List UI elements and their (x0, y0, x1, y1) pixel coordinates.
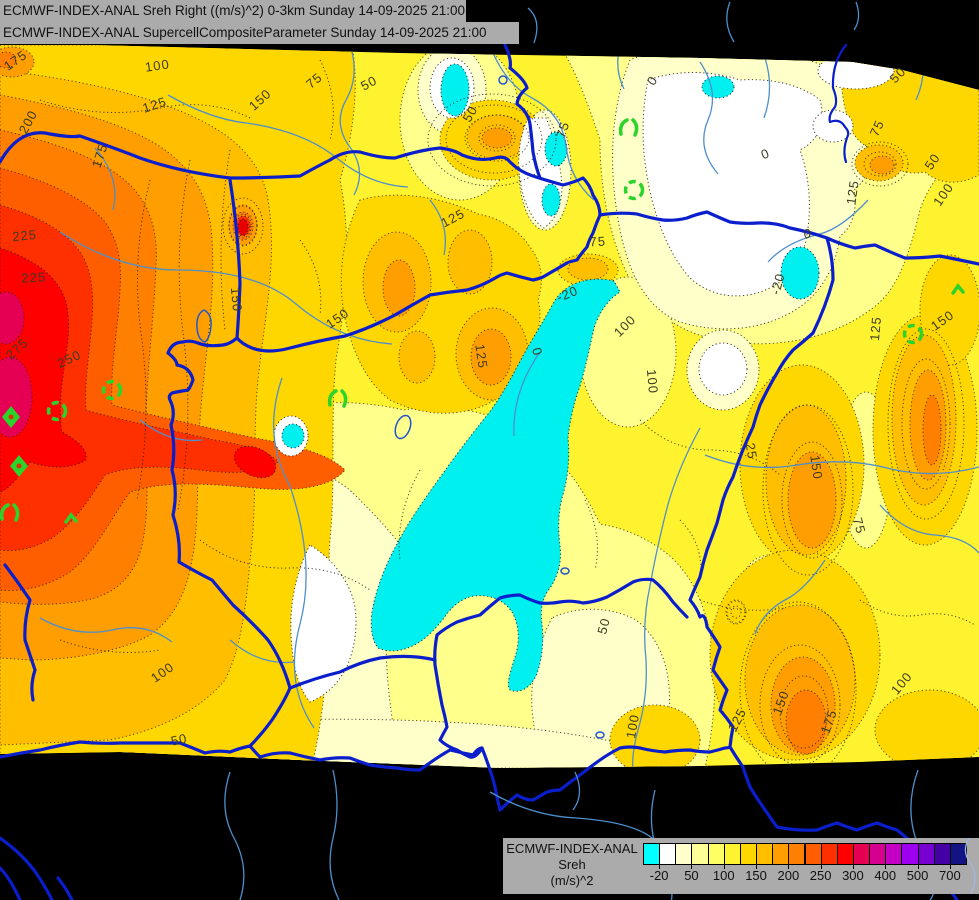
legend-tick (788, 865, 790, 869)
legend-swatch (804, 843, 822, 865)
supercell-marker-arc (618, 118, 639, 137)
contour-label: 125 (867, 316, 884, 342)
contour-label: 125 (843, 179, 861, 206)
contour-label: 50 (459, 103, 480, 125)
contour-label: 75 (553, 119, 572, 139)
supercell-marker-arc (0, 503, 20, 522)
legend-swatch (707, 843, 725, 865)
contour-label: 100 (144, 56, 171, 74)
supercell-marker-tick (951, 283, 965, 295)
legend-swatch (756, 843, 774, 865)
legend-swatch (836, 843, 854, 865)
legend-swatch (675, 843, 693, 865)
legend-swatch (885, 843, 903, 865)
legend-swatch (643, 843, 661, 865)
supercell-marker-ring (101, 379, 123, 401)
supercell-markers (0, 118, 965, 524)
legend-swatch (723, 843, 741, 865)
contour-label: 100 (644, 369, 661, 395)
legend-tick-label: 300 (842, 868, 864, 883)
contour-label: 150 (228, 287, 245, 313)
legend-tick-label: 500 (906, 868, 929, 883)
country-borders (0, 43, 979, 900)
color-legend: ECMWF-INDEX-ANAL Sreh (m/s)^2 -20 50 100 15… (503, 838, 979, 894)
legend-swatch (917, 843, 935, 865)
field-layer (0, 45, 979, 768)
legend-tick-label: 700 (938, 868, 961, 883)
contour-label: 100 (623, 713, 642, 740)
legend-tick (917, 865, 919, 869)
legend-tick (852, 865, 854, 869)
contour-label: 125 (141, 94, 169, 116)
legend-color-scale: -20 50 100 150 200 250 300 400 500 700 (503, 838, 979, 894)
contour-label: -20 (768, 271, 788, 296)
legend-swatch (852, 843, 871, 865)
contour-label: 25 (743, 442, 761, 461)
legend-units: (m/s)^2 (550, 873, 594, 888)
supercell-marker-arc (327, 389, 348, 408)
contour-label: 75 (850, 516, 869, 536)
legend-tick-label: 50 (684, 868, 699, 883)
legend-tick (885, 865, 887, 869)
legend-tick-label: 200 (777, 868, 800, 883)
legend-swatch (869, 843, 887, 865)
legend-tick (723, 865, 725, 869)
contour-label: 0 (803, 226, 812, 241)
contour-label: 175 (89, 142, 111, 170)
supercell-marker-ring (902, 323, 924, 345)
title-bar-supercell: ECMWF-INDEX-ANAL SupercellCompositeParam… (0, 22, 519, 44)
contour-lines (39, 59, 976, 768)
supercell-marker-ring (46, 400, 68, 422)
contour-label: 0 (529, 346, 546, 358)
legend-tick-label: 100 (712, 868, 735, 883)
legend-tick-label: 150 (745, 868, 767, 883)
supercell-marker-tick (64, 512, 78, 524)
supercell-marker-blob (10, 455, 28, 477)
legend-swatch (739, 843, 758, 865)
contour-label: 50 (358, 73, 380, 94)
contour-label: 125 (472, 343, 490, 370)
contour-label: 75 (867, 117, 888, 138)
contour-label: 225 (12, 227, 38, 244)
legend-tick (949, 865, 951, 869)
legend-tick (659, 865, 661, 869)
legend-swatch (691, 843, 709, 865)
legend-swatch (788, 843, 806, 865)
contour-label: 50 (594, 616, 613, 636)
legend-swatch (772, 843, 790, 865)
legend-parameter-name: Sreh (558, 857, 586, 872)
legend-swatch (659, 843, 677, 865)
legend-tick-label: -20 (649, 868, 669, 883)
legend-tick-label: 250 (809, 868, 832, 883)
contour-label: 225 (21, 269, 46, 285)
legend-tick (756, 865, 758, 869)
contour-label: 75 (589, 234, 606, 250)
legend-swatch (820, 843, 838, 865)
supercell-marker-ring (623, 179, 645, 201)
legend-tick (691, 865, 693, 869)
legend-model-name: ECMWF-INDEX-ANAL (506, 841, 638, 856)
river-lines (39, 45, 979, 768)
legend-tick-label: 400 (874, 868, 897, 883)
supercell-marker-blob (2, 406, 20, 428)
legend-swatch (901, 843, 919, 865)
contour-label: 50 (169, 731, 188, 749)
contour-label: 150 (807, 454, 825, 481)
legend-tick (820, 865, 822, 869)
lake-outlines (196, 75, 605, 739)
legend-text-block: ECMWF-INDEX-ANAL Sreh (m/s)^2 (503, 841, 641, 889)
title-bar-sreh: ECMWF-INDEX-ANAL Sreh Right ((m/s)^2) 0-… (0, 0, 466, 22)
river-over-legend (964, 838, 976, 894)
